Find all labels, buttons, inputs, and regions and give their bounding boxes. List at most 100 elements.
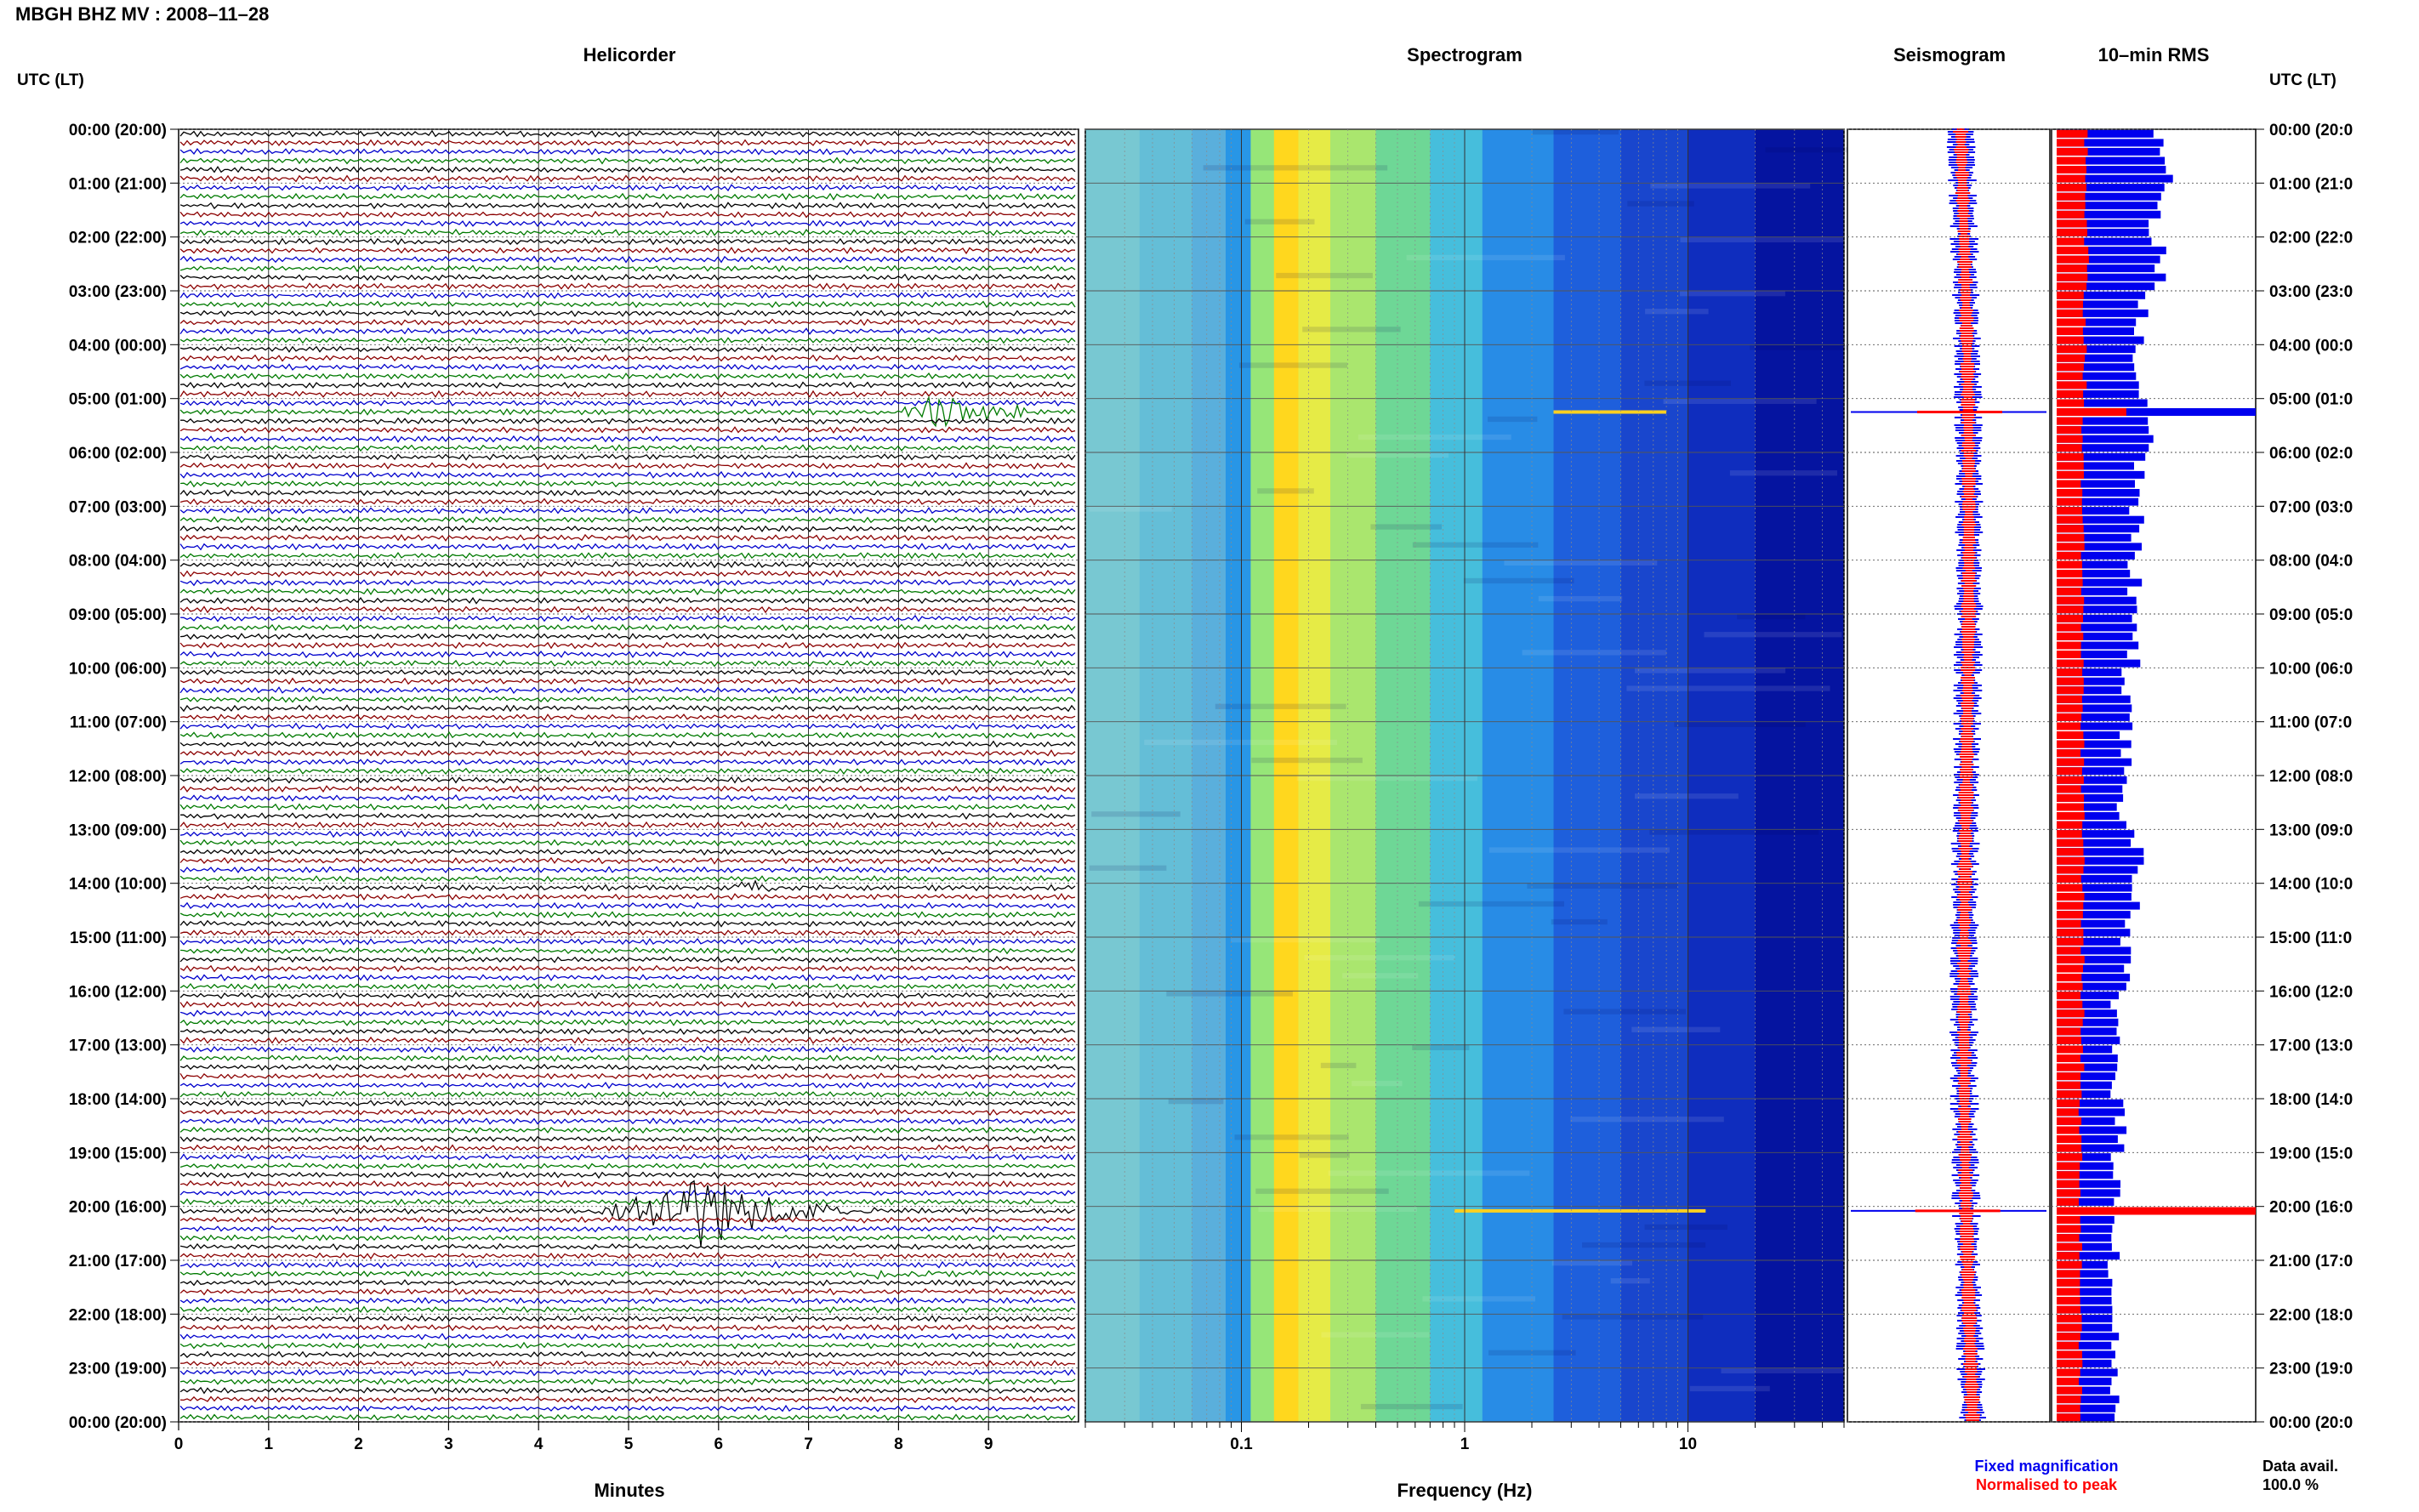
rms-bar-normalised [2057,1171,2080,1179]
spectrogram-texture [1304,955,1455,961]
rms-bar-fixed [2057,964,2125,973]
helicorder-xtick-label: 8 [894,1435,903,1453]
rms-bar-fixed [2057,767,2125,776]
rms-bar-normalised [2057,848,2084,856]
rms-bar-fixed [2057,381,2139,389]
spectrogram-texture [1551,1260,1632,1266]
rms-bar-normalised [2057,793,2085,802]
rms-bar-normalised [2057,1278,2080,1287]
hour-label-left: 18:00 (14:00) [69,1091,167,1109]
rms-bar-fixed [2057,1171,2114,1179]
helicorder-trace [179,659,1076,668]
rms-bar-normalised [2057,309,2083,317]
helicorder-trace [179,866,1076,874]
rms-bar-fixed [2057,1216,2114,1224]
helicorder-trace [179,874,1076,883]
spectrogram-texture [1563,1009,1686,1015]
spectrogram-texture [1610,1278,1650,1284]
rms-bar-normalised [2057,874,2081,883]
spectrogram-texture [1238,362,1348,368]
rms-bar-normalised [2057,812,2085,820]
spectrogram-texture [1089,865,1167,871]
rms-bar-normalised [2057,1090,2082,1099]
rms-bar-fixed [2057,614,2132,622]
rms-bar-normalised [2057,866,2084,874]
helicorder-trace [179,327,1076,335]
rms-bar-fixed [2057,551,2135,560]
helicorder-trace [179,570,1076,578]
hour-label-left: 10:00 (06:00) [69,660,167,678]
rms-bar-normalised [2057,444,2082,452]
helicorder-trace [179,174,1076,183]
helicorder-trace [179,1279,1076,1287]
rms-bar-normalised [2057,300,2083,309]
helicorder-trace [179,1099,1076,1107]
rms-bar-fixed [2057,1117,2115,1125]
rms-bar-normalised [2057,462,2084,470]
spectrogram-texture [1091,811,1181,817]
helicorder-trace [179,1045,1076,1054]
rms-bar-normalised [2057,1045,2083,1054]
rms-bar-normalised [2057,1378,2079,1385]
helicorder-trace [179,1171,1076,1179]
rms-bar-fixed [2057,955,2132,963]
rms-bar-fixed [2057,1036,2120,1044]
spectrogram-texture [1352,1080,1403,1087]
rms-bar-normalised [2057,318,2086,327]
rms-bar-normalised [2057,1270,2080,1278]
hour-label-right: 07:00 (03:0 [2269,498,2353,516]
hour-label-left: 01:00 (21:00) [69,175,167,193]
rms-bar-fixed [2057,192,2161,201]
rms-bar-normalised [2057,174,2086,183]
rms-bar-normalised [2057,596,2085,605]
rms-bar-fixed [2057,184,2165,192]
rms-bar-normalised [2057,992,2081,1000]
spectrogram-texture [1562,1314,1704,1320]
rms-bar-fixed [2057,758,2132,766]
spectrogram-texture [1663,398,1817,404]
helicorder-trace [179,641,1076,650]
rms-bar-fixed [2057,982,2126,991]
rms-bar-fixed [2057,1027,2117,1036]
rms-bar-fixed [2057,992,2119,1000]
helicorder-xtick-label: 3 [444,1435,453,1453]
rms-bar-fixed [2057,623,2137,632]
spectrogram-texture [1538,595,1623,602]
helicorder-trace [179,974,1076,981]
rms-bar-normalised [2057,901,2084,910]
helicorder-trace [179,1216,1076,1224]
hour-label-left: 03:00 (23:00) [69,283,167,301]
helicorder-trace [179,776,1076,784]
rms-bar-fixed [2057,901,2140,910]
helicorder-trace [179,426,1076,434]
helicorder-trace [179,955,1076,963]
rms-bar-fixed [2057,444,2149,452]
hour-label-left: 09:00 (05:00) [69,606,167,624]
spectrogram-texture [1203,165,1388,171]
helicorder-trace [179,937,1076,946]
rms-bar-normalised [2057,1135,2082,1143]
rms-bar-fixed [2057,668,2122,677]
helicorder-trace [179,1305,1076,1314]
rms-bar-fixed [2057,282,2155,291]
helicorder-trace [179,1126,1076,1134]
helicorder-trace [179,1081,1076,1089]
spectrogram-texture [1582,1242,1706,1248]
rms-bar-normalised [2057,1341,2079,1350]
rms-bar-fixed [2057,147,2160,156]
helicorder-trace [179,1197,1076,1206]
rms-bar-fixed [2057,228,2149,236]
rms-bar-fixed [2057,1153,2111,1162]
rms-bar-fixed [2057,1054,2118,1062]
spectrogram-texture [1645,309,1709,315]
rms-bar-fixed [2057,533,2132,542]
rms-bar-fixed [2057,497,2139,506]
rms-bar-normalised [2057,1054,2080,1062]
helicorder-trace [179,1341,1076,1350]
rms-bar-normalised [2057,381,2087,389]
helicorder-trace [179,247,1076,255]
hour-label-right: 00:00 (20:0 [2269,1414,2353,1432]
helicorder-trace [179,1072,1076,1081]
rms-bar-fixed [2057,596,2137,605]
helicorder-trace [179,686,1076,695]
